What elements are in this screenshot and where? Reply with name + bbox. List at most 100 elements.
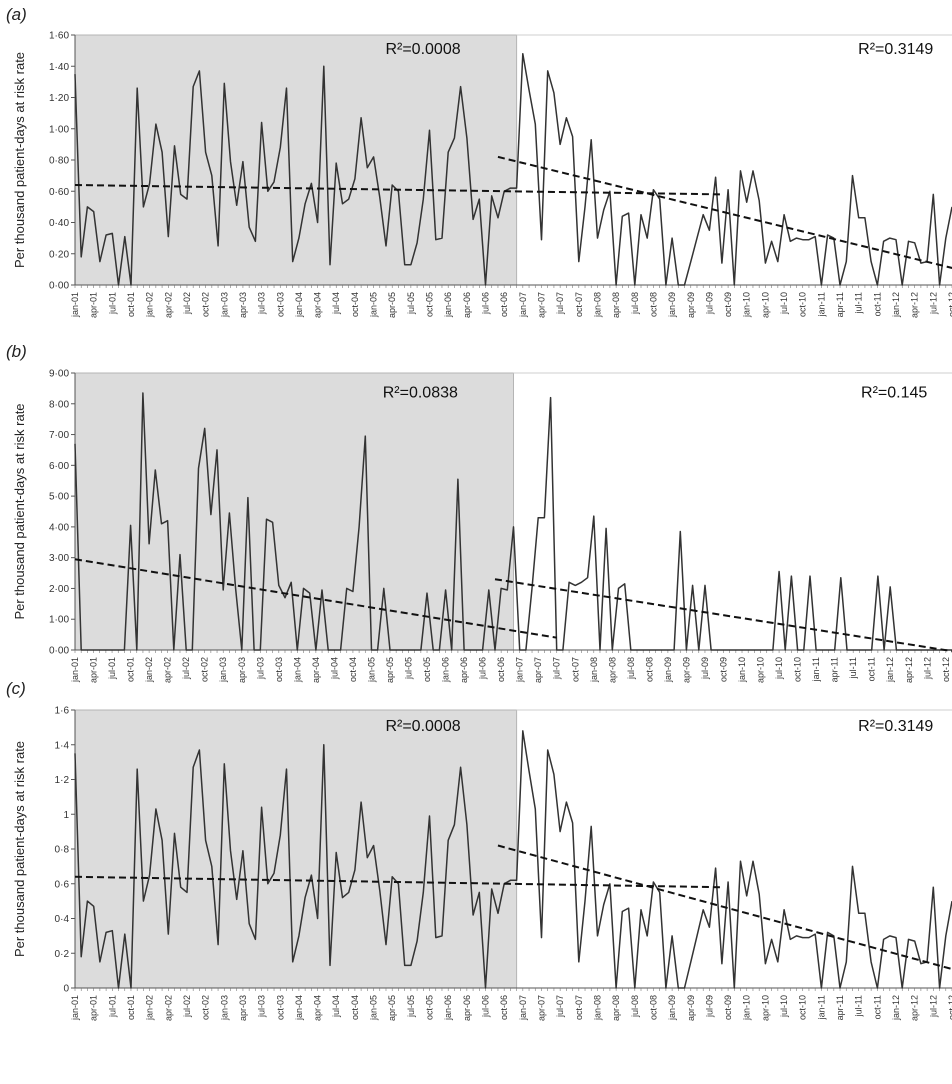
x-tick-label: jan-07: [518, 995, 528, 1021]
x-tick-label: oct-03: [274, 657, 284, 682]
trend-line: [494, 578, 952, 653]
x-tick-label: jul-11: [848, 657, 858, 679]
x-tick-label: jul-08: [626, 657, 636, 680]
y-tick-label: 8·00: [49, 399, 69, 410]
shaded-period: [74, 34, 518, 286]
x-tick-label: oct-04: [348, 657, 358, 682]
x-tick-label: oct-12: [947, 995, 952, 1020]
y-tick-label: 1·00: [49, 124, 69, 135]
x-tick-label: jul-04: [331, 995, 341, 1018]
chart-panel-b: (b) 0·00 1·00 2·00 3·00 4·00 5·00 6·00 7·00 8·00 9…: [6, 342, 952, 683]
y-tick-label: 4·00: [49, 522, 69, 533]
x-tick-label: oct-05: [422, 657, 432, 682]
x-tick-label: oct-01: [126, 292, 136, 317]
x-tick-label: apr-11: [835, 995, 845, 1020]
y-tick-label: 1·6: [55, 706, 70, 717]
y-tick-label: 0·40: [49, 218, 69, 229]
y-tick-label: 0·00: [49, 646, 69, 657]
x-tick-label: apr-03: [238, 292, 248, 318]
series-line: [74, 392, 952, 651]
x-tick-label: jul-09: [700, 657, 710, 680]
x-tick-label: jul-09: [704, 995, 714, 1018]
x-tick-label: jan-01: [70, 292, 80, 318]
x-tick-label: apr-02: [163, 657, 173, 683]
x-tick-label: jan-01: [70, 657, 80, 683]
x-tick-label: apr-01: [89, 995, 99, 1021]
x-tick-label: jan-12: [891, 292, 901, 318]
x-tick-label: oct-09: [718, 657, 728, 682]
x-tick-label: jul-05: [406, 995, 416, 1018]
x-tick-label: jul-01: [107, 292, 117, 315]
x-tick-label: jul-01: [107, 995, 117, 1018]
x-tick-label: apr-03: [238, 995, 248, 1021]
x-tick-label: apr-12: [910, 995, 920, 1021]
panel-label: (a): [6, 5, 27, 24]
shaded-period: [74, 709, 518, 989]
x-tick-label: apr-03: [237, 657, 247, 683]
x-tick-label: apr-12: [904, 657, 914, 683]
x-tick-label: jul-09: [704, 292, 714, 315]
x-tick-label: oct-08: [644, 657, 654, 682]
x-tick-label: oct-12: [941, 657, 951, 682]
x-tick-label: jan-09: [663, 657, 673, 683]
y-tick-label: 1·60: [49, 31, 69, 42]
x-tick-label: apr-01: [89, 657, 99, 683]
x-tick-label: jan-10: [737, 657, 747, 683]
x-tick-label: apr-05: [387, 995, 397, 1021]
trend-line: [74, 875, 722, 889]
y-tick-label: 1·40: [49, 62, 69, 73]
x-tick-label: apr-10: [756, 657, 766, 683]
x-tick-label: apr-08: [611, 292, 621, 318]
x-tick-label: apr-02: [163, 292, 173, 318]
x-tick-label: oct-09: [723, 995, 733, 1020]
x-tick-label: oct-12: [947, 292, 952, 317]
x-tick-label: oct-11: [867, 657, 877, 681]
x-tick-label: jul-03: [257, 292, 267, 315]
x-tick-label: jul-02: [182, 292, 192, 315]
y-tick-label: 0·4: [55, 914, 70, 925]
x-tick-label: jul-07: [555, 995, 565, 1018]
x-tick-label: apr-10: [760, 292, 770, 318]
x-tick-label: oct-01: [126, 657, 136, 682]
x-tick-label: jul-04: [331, 292, 341, 315]
x-tick-label: jan-10: [742, 995, 752, 1021]
x-tick-label: apr-12: [910, 292, 920, 318]
x-tick-label: oct-11: [872, 292, 882, 316]
x-tick-label: jul-10: [774, 657, 784, 680]
x-tick-label: jul-03: [257, 995, 267, 1018]
x-tick-label: oct-02: [200, 657, 210, 682]
x-tick-label: oct-08: [648, 995, 658, 1020]
y-tick-label: 2·00: [49, 584, 69, 595]
x-tick-label: jan-06: [443, 995, 453, 1021]
x-tick-label: apr-05: [387, 292, 397, 318]
r-squared-annotation: R²=0.145: [861, 385, 927, 402]
x-tick-label: jan-08: [589, 657, 599, 683]
r-squared-annotation: R²=0.3149: [858, 718, 933, 735]
x-tick-label: apr-11: [835, 292, 845, 317]
x-tick-label: jan-11: [816, 292, 826, 317]
y-tick-label: 1: [63, 810, 69, 821]
x-tick-label: jul-08: [630, 292, 640, 315]
x-tick-label: oct-07: [570, 657, 580, 682]
x-tick-label: oct-06: [496, 657, 506, 682]
x-tick-label: apr-10: [760, 995, 770, 1021]
x-tick-label: jul-10: [779, 995, 789, 1018]
x-tick-label: oct-06: [499, 995, 509, 1020]
x-tick-label: apr-09: [681, 657, 691, 683]
y-tick-label: 5·00: [49, 492, 69, 503]
x-tick-label: jan-03: [219, 995, 229, 1021]
x-tick-label: apr-05: [385, 657, 395, 683]
x-tick-label: jan-08: [592, 995, 602, 1021]
x-tick-label: jul-02: [182, 995, 192, 1018]
x-tick-label: apr-08: [611, 995, 621, 1021]
trend-line: [74, 558, 557, 639]
x-tick-label: oct-05: [425, 995, 435, 1020]
x-tick-label: apr-06: [462, 292, 472, 318]
x-tick-label: jan-09: [667, 995, 677, 1021]
x-tick-label: jan-07: [515, 657, 525, 683]
y-tick-label: 0: [63, 984, 69, 995]
x-tick-label: jan-04: [294, 995, 304, 1021]
x-tick-label: oct-11: [872, 995, 882, 1019]
x-tick-label: jan-02: [145, 995, 155, 1021]
